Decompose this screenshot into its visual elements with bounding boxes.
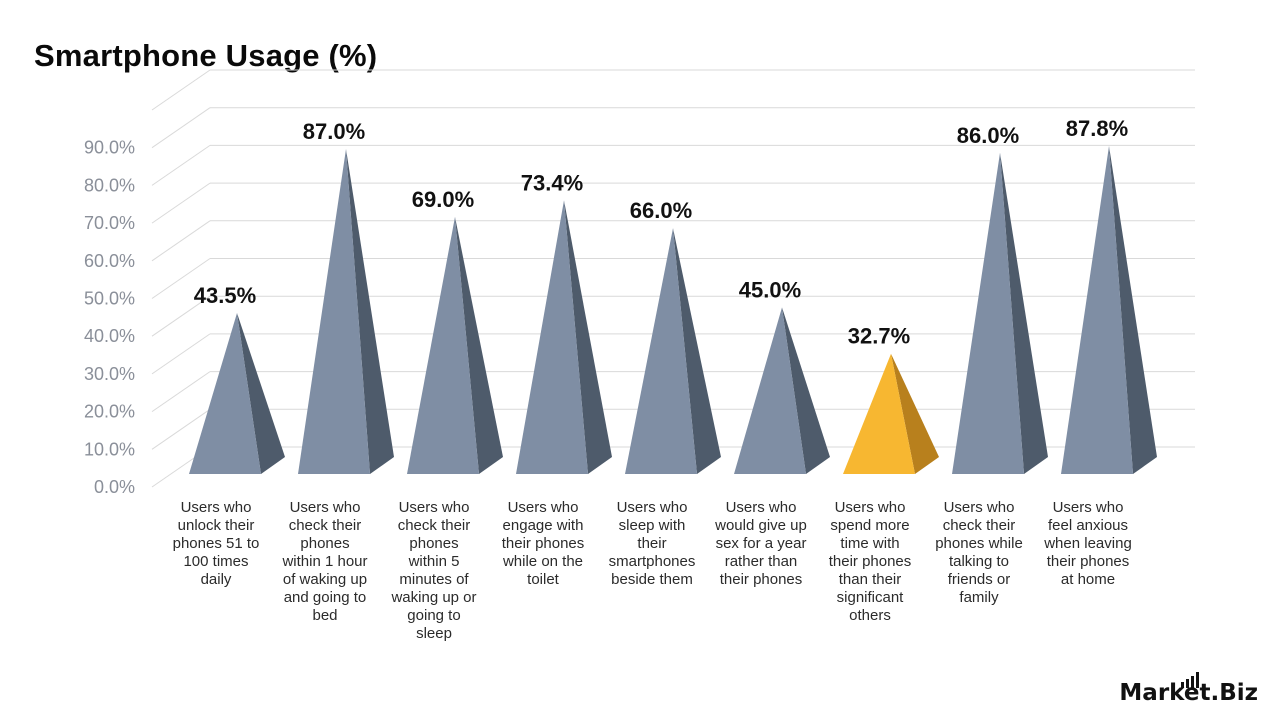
y-tick-label: 30.0%: [84, 364, 135, 384]
y-tick-label: 10.0%: [84, 439, 135, 459]
y-axis-ticks: 0.0% 10.0% 20.0% 30.0% 40.0% 50.0% 60.0% 70.0% 8…: [84, 138, 135, 497]
value-label: 66.0%: [630, 198, 692, 223]
category-label: Users who check their phones within 1 hour o…: [281, 499, 367, 624]
pyramid-side-face: [673, 228, 721, 474]
y-tick-label: 60.0%: [84, 251, 135, 271]
gridline-diagonal: [151, 69, 211, 111]
pyramid-bar: [625, 228, 697, 474]
gridline-diagonal: [151, 220, 211, 262]
category-label: Users who check their phones within 5 minute…: [390, 499, 476, 642]
pyramid-side-face: [455, 216, 503, 474]
pyramid-side-face: [1000, 152, 1048, 474]
category-label: Users who check their phones while talking …: [935, 499, 1023, 606]
pyramid-bar: [407, 216, 479, 474]
value-label: 45.0%: [739, 277, 801, 302]
category-label: Users who spend more time with their phones…: [829, 499, 912, 624]
category-labels: Users who unlock their phones 51 to 100 tim…: [173, 499, 1132, 642]
pyramid-side-face: [237, 313, 285, 474]
value-label: 32.7%: [848, 324, 910, 349]
pyramid-bar: [843, 353, 915, 474]
pyramid-side-face: [891, 353, 939, 474]
value-labels: 43.5% 87.0% 69.0% 73.4% 66.0% 45.0% 32.7% 86.0%…: [194, 116, 1128, 349]
bars: [189, 145, 1157, 475]
pyramid-bar: [516, 200, 588, 475]
gridline-diagonal: [151, 182, 211, 224]
logo-text-biz: .Biz: [1210, 680, 1258, 706]
pyramid-side-face: [1109, 145, 1157, 474]
logo-text-market: Market: [1119, 680, 1211, 706]
gridline-diagonal: [151, 107, 211, 149]
brand-logo: Market .Biz: [1119, 672, 1258, 706]
y-tick-label: 20.0%: [84, 402, 135, 422]
y-tick-label: 50.0%: [84, 289, 135, 309]
category-label: Users who engage with their phones while on…: [502, 499, 585, 588]
gridline-diagonal: [151, 371, 211, 413]
value-label: 87.0%: [303, 119, 365, 144]
value-label: 87.8%: [1066, 116, 1128, 141]
logo-bars-icon: [1181, 672, 1200, 688]
pyramid-bar: [298, 149, 370, 474]
gridline-diagonal: [151, 408, 211, 450]
chart-title: Smartphone Usage (%): [34, 38, 378, 73]
category-label: Users who unlock their phones 51 to 100 tim…: [173, 499, 260, 588]
category-label: Users who feel anxious when leaving their p…: [1043, 499, 1132, 588]
pyramid-bar: [952, 152, 1024, 474]
y-tick-label: 40.0%: [84, 326, 135, 346]
pyramid-bar: [189, 313, 261, 474]
gridline-diagonal: [151, 333, 211, 375]
pyramid-side-face: [564, 200, 612, 475]
value-label: 43.5%: [194, 283, 256, 308]
y-tick-label: 90.0%: [84, 138, 135, 158]
category-label: Users who would give up sex for a year rath…: [714, 499, 807, 588]
pyramid-bar: [734, 307, 806, 474]
value-label: 86.0%: [957, 123, 1019, 148]
gridline-diagonal: [151, 144, 211, 186]
pyramid-side-face: [782, 307, 830, 474]
pyramid-side-face: [346, 149, 394, 474]
value-label: 73.4%: [521, 170, 583, 195]
category-label: Users who sleep with their smartphones besid…: [609, 499, 696, 588]
value-label: 69.0%: [412, 187, 474, 212]
gridline-diagonal: [151, 295, 211, 337]
gridline-diagonal: [151, 258, 211, 299]
y-tick-label: 70.0%: [84, 213, 135, 233]
y-tick-label: 0.0%: [94, 477, 135, 497]
pyramid-bar: [1061, 145, 1133, 474]
y-tick-label: 80.0%: [84, 175, 135, 195]
